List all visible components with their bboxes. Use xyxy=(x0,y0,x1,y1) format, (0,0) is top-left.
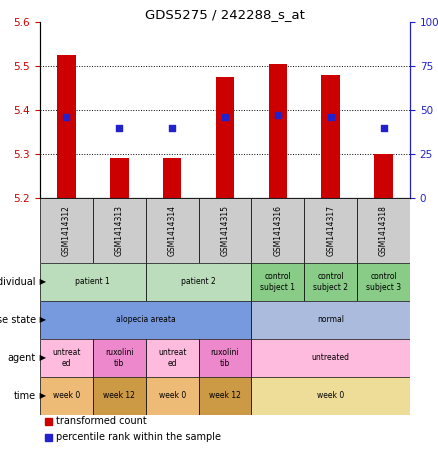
Text: GSM1414318: GSM1414318 xyxy=(379,205,388,256)
Text: week 0: week 0 xyxy=(317,391,344,400)
Bar xyxy=(304,198,357,263)
Bar xyxy=(251,263,304,301)
Bar xyxy=(110,159,128,198)
Text: week 12: week 12 xyxy=(209,391,241,400)
Bar xyxy=(93,377,146,415)
Bar xyxy=(146,377,198,415)
Bar xyxy=(304,263,357,301)
Bar xyxy=(357,198,410,263)
Text: control
subject 3: control subject 3 xyxy=(366,272,401,292)
Text: ▶: ▶ xyxy=(37,315,46,324)
Bar xyxy=(251,339,410,377)
Bar xyxy=(198,377,251,415)
Bar xyxy=(40,377,93,415)
Point xyxy=(116,124,123,131)
Text: untreat
ed: untreat ed xyxy=(52,348,81,368)
Text: patient 1: patient 1 xyxy=(75,278,110,286)
Bar xyxy=(40,263,146,301)
Text: GSM1414317: GSM1414317 xyxy=(326,205,335,256)
Bar xyxy=(146,263,251,301)
Bar xyxy=(357,263,410,301)
Text: untreat
ed: untreat ed xyxy=(158,348,187,368)
Bar xyxy=(268,64,287,198)
Text: alopecia areata: alopecia areata xyxy=(116,315,176,324)
Bar xyxy=(40,198,93,263)
Bar xyxy=(163,159,181,198)
Point xyxy=(169,124,176,131)
Bar xyxy=(198,339,251,377)
Bar xyxy=(374,154,393,198)
Point xyxy=(274,111,281,119)
Text: transformed count: transformed count xyxy=(56,416,147,427)
Text: patient 2: patient 2 xyxy=(181,278,216,286)
Text: ▶: ▶ xyxy=(37,278,46,286)
Text: week 0: week 0 xyxy=(53,391,80,400)
Bar xyxy=(321,75,340,198)
Text: control
subject 2: control subject 2 xyxy=(313,272,348,292)
Bar xyxy=(45,434,52,441)
Point xyxy=(63,113,70,120)
Bar xyxy=(216,77,234,198)
Bar xyxy=(40,339,93,377)
Text: disease state: disease state xyxy=(0,315,36,325)
Text: normal: normal xyxy=(317,315,344,324)
Text: GSM1414314: GSM1414314 xyxy=(168,205,177,256)
Bar xyxy=(146,198,198,263)
Text: control
subject 1: control subject 1 xyxy=(260,272,295,292)
Bar xyxy=(146,339,198,377)
Text: GSM1414315: GSM1414315 xyxy=(220,205,230,256)
Text: ▶: ▶ xyxy=(37,391,46,400)
Title: GDS5275 / 242288_s_at: GDS5275 / 242288_s_at xyxy=(145,8,305,21)
Bar xyxy=(93,198,146,263)
Text: individual: individual xyxy=(0,277,36,287)
Text: ▶: ▶ xyxy=(37,353,46,362)
Bar xyxy=(198,198,251,263)
Text: GSM1414316: GSM1414316 xyxy=(273,205,283,256)
Bar xyxy=(45,418,52,425)
Text: ruxolini
tib: ruxolini tib xyxy=(105,348,134,368)
Text: week 0: week 0 xyxy=(159,391,186,400)
Text: untreated: untreated xyxy=(312,353,350,362)
Point xyxy=(380,124,387,131)
Text: percentile rank within the sample: percentile rank within the sample xyxy=(56,433,221,443)
Bar xyxy=(251,377,410,415)
Point xyxy=(327,113,334,120)
Text: ruxolini
tib: ruxolini tib xyxy=(211,348,239,368)
Text: week 12: week 12 xyxy=(103,391,135,400)
Bar xyxy=(57,55,76,198)
Text: time: time xyxy=(14,391,36,401)
Bar xyxy=(93,339,146,377)
Text: GSM1414313: GSM1414313 xyxy=(115,205,124,256)
Bar xyxy=(40,301,251,339)
Bar xyxy=(251,301,410,339)
Point xyxy=(222,113,229,120)
Bar xyxy=(251,198,304,263)
Text: GSM1414312: GSM1414312 xyxy=(62,205,71,256)
Text: agent: agent xyxy=(8,353,36,363)
